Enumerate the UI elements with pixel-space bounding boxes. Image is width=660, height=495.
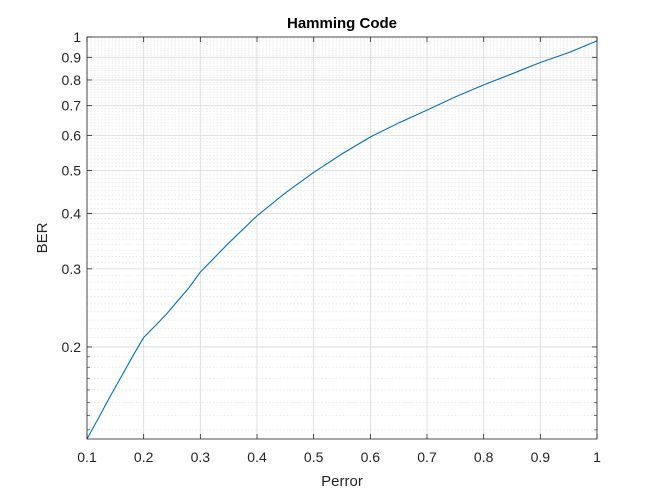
y-tick-label: 0.4 [62,205,82,221]
x-tick-label: 0.3 [191,449,211,465]
plot-area-frame [86,36,598,440]
x-tick-label: 0.5 [304,449,324,465]
x-tick-label: 0.8 [474,449,494,465]
ber-curve [86,40,598,440]
x-tick-label: 0.6 [361,449,381,465]
x-tick-label: 0.9 [531,449,551,465]
y-tick-label: 0.5 [62,162,82,178]
plot-area-background [87,37,597,439]
y-tick-label: 0.2 [62,339,82,355]
x-tick-label: 0.4 [247,449,267,465]
x-tick-label: 1 [593,449,601,465]
x-tick-labels: 0.1 0.2 0.3 0.4 0.5 0.6 0.7 0.8 0.9 1 [77,449,601,465]
y-tick-labels: 0.2 0.3 0.4 0.5 0.6 0.7 0.8 0.9 1 [62,29,82,355]
y-tick-label: 0.6 [62,127,82,143]
x-axis-label: Perror [321,473,363,490]
x-tick-label: 0.1 [77,449,97,465]
x-tick-label: 0.2 [134,449,154,465]
chart-title: Hamming Code [287,15,397,32]
y-axis-label: BER [34,222,51,253]
y-tick-label: 0.9 [62,49,82,65]
y-tick-label: 0.7 [62,98,82,114]
x-tick-label: 0.7 [417,449,437,465]
tick-marks [86,36,598,439]
y-tick-label: 1 [73,29,81,45]
series-layer [86,40,598,440]
y-tick-label: 0.3 [62,261,82,277]
y-tick-label: 0.8 [62,72,82,88]
